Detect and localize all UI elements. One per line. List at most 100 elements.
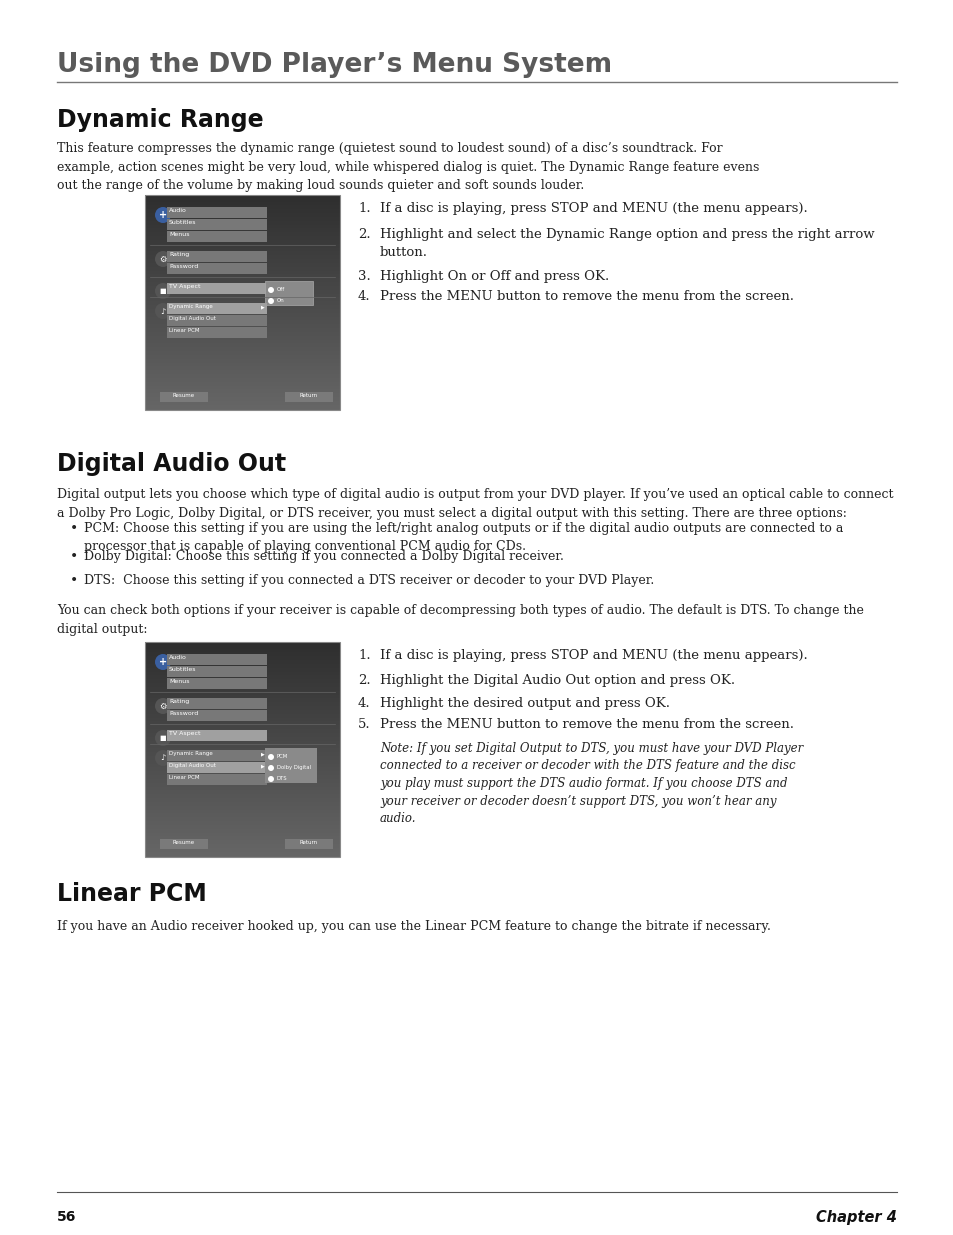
- Circle shape: [154, 283, 171, 299]
- Text: Return: Return: [299, 393, 317, 398]
- Circle shape: [154, 750, 171, 766]
- Text: Dynamic Range: Dynamic Range: [169, 304, 213, 309]
- Text: 5.: 5.: [357, 718, 370, 731]
- Text: ⚙: ⚙: [159, 254, 167, 263]
- Text: Off: Off: [276, 287, 285, 291]
- Text: Highlight the Digital Audio Out option and press OK.: Highlight the Digital Audio Out option a…: [379, 674, 735, 687]
- Text: Linear PCM: Linear PCM: [169, 776, 199, 781]
- Text: Resume: Resume: [172, 840, 194, 845]
- Text: Password: Password: [169, 711, 198, 716]
- Bar: [167, 666, 267, 677]
- Text: Dolby Digital: Choose this setting if you connected a Dolby Digital receiver.: Dolby Digital: Choose this setting if yo…: [84, 550, 563, 563]
- Text: ♪: ♪: [160, 306, 166, 315]
- Text: PCM: PCM: [276, 755, 288, 760]
- Text: ▶: ▶: [261, 751, 265, 756]
- Text: 1.: 1.: [357, 203, 370, 215]
- Text: DTS: DTS: [276, 776, 287, 781]
- Text: Press the MENU button to remove the menu from the screen.: Press the MENU button to remove the menu…: [379, 290, 793, 303]
- Text: 1.: 1.: [357, 650, 370, 662]
- Text: Dynamic Range: Dynamic Range: [169, 751, 213, 756]
- Text: 3.: 3.: [357, 270, 371, 283]
- Bar: [167, 231, 267, 242]
- Bar: [167, 655, 267, 664]
- Text: ■: ■: [159, 288, 166, 294]
- Text: Highlight On or Off and press OK.: Highlight On or Off and press OK.: [379, 270, 609, 283]
- Text: This feature compresses the dynamic range (quietest sound to loudest sound) of a: This feature compresses the dynamic rang…: [57, 142, 759, 191]
- Text: •: •: [70, 574, 78, 588]
- Circle shape: [268, 764, 274, 771]
- Text: Linear PCM: Linear PCM: [169, 329, 199, 333]
- Text: •: •: [70, 550, 78, 564]
- Text: Menus: Menus: [169, 232, 190, 237]
- Bar: [167, 730, 267, 741]
- Bar: [167, 251, 267, 262]
- Bar: [285, 391, 333, 403]
- Text: 2.: 2.: [357, 674, 370, 687]
- Bar: [167, 303, 267, 314]
- Circle shape: [154, 655, 171, 671]
- Bar: [160, 839, 208, 848]
- Bar: [167, 219, 267, 230]
- Circle shape: [268, 298, 274, 304]
- Text: DTS:  Choose this setting if you connected a DTS receiver or decoder to your DVD: DTS: Choose this setting if you connecte…: [84, 574, 654, 587]
- Bar: [167, 283, 267, 294]
- Text: •: •: [70, 522, 78, 536]
- Text: 4.: 4.: [357, 290, 370, 303]
- Text: Digital Audio Out: Digital Audio Out: [57, 452, 286, 475]
- Bar: [167, 207, 267, 219]
- Text: Digital Audio Out: Digital Audio Out: [169, 316, 215, 321]
- Text: If a disc is playing, press STOP and MENU (the menu appears).: If a disc is playing, press STOP and MEN…: [379, 203, 807, 215]
- Text: 4.: 4.: [357, 697, 370, 710]
- Circle shape: [154, 207, 171, 224]
- Bar: [285, 839, 333, 848]
- Circle shape: [154, 251, 171, 267]
- Circle shape: [154, 730, 171, 746]
- Bar: [167, 774, 267, 785]
- Text: Return: Return: [299, 840, 317, 845]
- Text: Press the MENU button to remove the menu from the screen.: Press the MENU button to remove the menu…: [379, 718, 793, 731]
- Text: Menus: Menus: [169, 679, 190, 684]
- Text: ⚙: ⚙: [159, 701, 167, 710]
- Bar: [167, 750, 267, 761]
- Text: Dynamic Range: Dynamic Range: [57, 107, 263, 132]
- Text: Audio: Audio: [169, 655, 187, 659]
- Text: 56: 56: [57, 1210, 76, 1224]
- Bar: [167, 678, 267, 689]
- Text: 2.: 2.: [357, 228, 370, 241]
- Circle shape: [154, 698, 171, 714]
- Text: +: +: [159, 210, 167, 220]
- Text: ■: ■: [159, 735, 166, 741]
- Text: Using the DVD Player’s Menu System: Using the DVD Player’s Menu System: [57, 52, 612, 78]
- Bar: [167, 263, 267, 274]
- Text: Rating: Rating: [169, 699, 189, 704]
- Circle shape: [154, 303, 171, 319]
- Text: If a disc is playing, press STOP and MENU (the menu appears).: If a disc is playing, press STOP and MEN…: [379, 650, 807, 662]
- Text: If you have an Audio receiver hooked up, you can use the Linear PCM feature to c: If you have an Audio receiver hooked up,…: [57, 920, 770, 932]
- Text: You can check both options if your receiver is capable of decompressing both typ: You can check both options if your recei…: [57, 604, 863, 636]
- Text: On: On: [276, 298, 284, 303]
- Bar: [265, 282, 313, 305]
- Circle shape: [268, 755, 274, 760]
- Text: Audio: Audio: [169, 207, 187, 212]
- Text: Highlight the desired output and press OK.: Highlight the desired output and press O…: [379, 697, 669, 710]
- Text: Highlight and select the Dynamic Range option and press the right arrow
button.: Highlight and select the Dynamic Range o…: [379, 228, 874, 259]
- Text: Dolby Digital: Dolby Digital: [276, 764, 311, 769]
- Bar: [145, 195, 339, 410]
- Text: Digital output lets you choose which type of digital audio is output from your D: Digital output lets you choose which typ…: [57, 488, 893, 520]
- Text: Password: Password: [169, 264, 198, 269]
- Text: Subtitles: Subtitles: [169, 667, 196, 672]
- Circle shape: [268, 776, 274, 782]
- Bar: [167, 315, 267, 326]
- Text: Chapter 4: Chapter 4: [815, 1210, 896, 1225]
- Bar: [160, 391, 208, 403]
- Text: ▶: ▶: [261, 763, 265, 768]
- Text: Resume: Resume: [172, 393, 194, 398]
- Text: Note: If you set Digital Output to DTS, you must have your DVD Player
connected : Note: If you set Digital Output to DTS, …: [379, 742, 802, 825]
- Bar: [167, 710, 267, 721]
- Text: Digital Audio Out: Digital Audio Out: [169, 763, 215, 768]
- Text: TV Aspect: TV Aspect: [169, 284, 200, 289]
- Text: Subtitles: Subtitles: [169, 220, 196, 225]
- Bar: [167, 762, 267, 773]
- Text: Linear PCM: Linear PCM: [57, 882, 207, 906]
- Bar: [167, 327, 267, 338]
